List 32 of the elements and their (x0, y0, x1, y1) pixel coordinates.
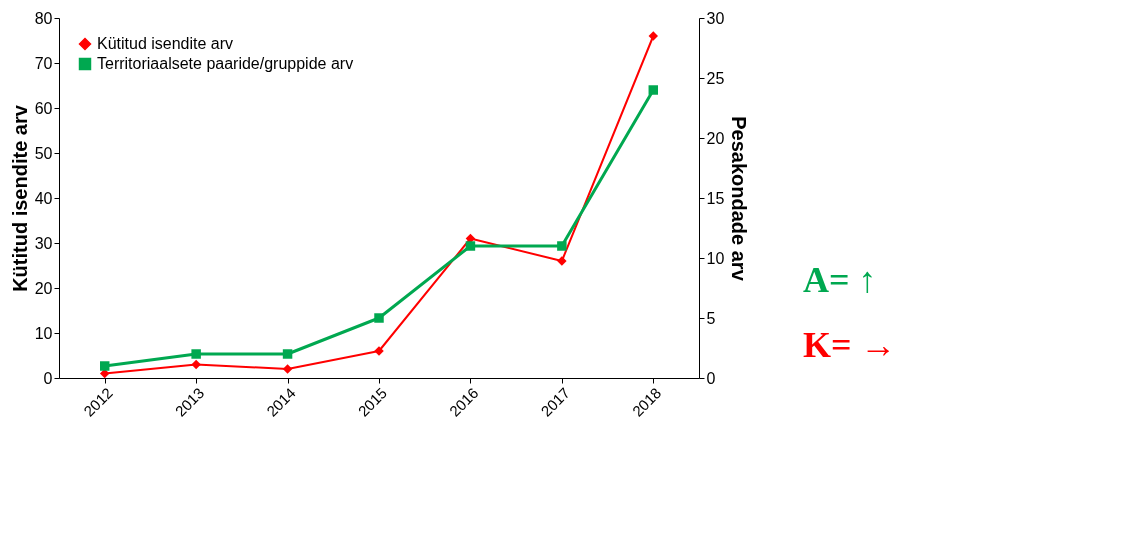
y-tick-label: 50 (34, 144, 53, 162)
point (191, 359, 201, 370)
point (282, 349, 293, 359)
point (374, 313, 384, 323)
text: A= ↑ (803, 259, 877, 300)
point (648, 31, 659, 41)
point (465, 241, 476, 251)
y2-tick-label: 30 (706, 9, 725, 27)
y-tick-label: 20 (34, 279, 53, 297)
y-tick-label: 70 (34, 54, 53, 72)
y2-tick-label: 0 (706, 369, 716, 387)
y-tick-label: 0 (43, 369, 53, 387)
point (282, 364, 293, 374)
y-axis-title: Kütitud isendite arv (8, 104, 31, 292)
legend-label: Kütitud isendite arv (97, 35, 234, 52)
text: K= → (803, 324, 897, 365)
legend-label: Territoriaalsete paaride/gruppide arv (97, 55, 354, 72)
y-tick-label: 80 (34, 9, 53, 27)
y2-axis-title: Pesakondade arv (728, 116, 751, 282)
y2-tick-label: 15 (706, 189, 725, 207)
point (191, 349, 201, 359)
y2-tick-label: 10 (706, 249, 725, 267)
y-tick-label: 10 (34, 324, 53, 342)
y2-tick-label: 5 (706, 309, 716, 327)
y-tick-label: 60 (34, 99, 53, 117)
y-tick-label: 40 (34, 189, 53, 207)
point (648, 85, 659, 95)
y2-tick-label: 25 (706, 69, 725, 87)
point (557, 241, 567, 251)
point (99, 361, 110, 371)
y-tick-label: 30 (34, 234, 53, 252)
y2-tick-label: 20 (706, 129, 725, 147)
